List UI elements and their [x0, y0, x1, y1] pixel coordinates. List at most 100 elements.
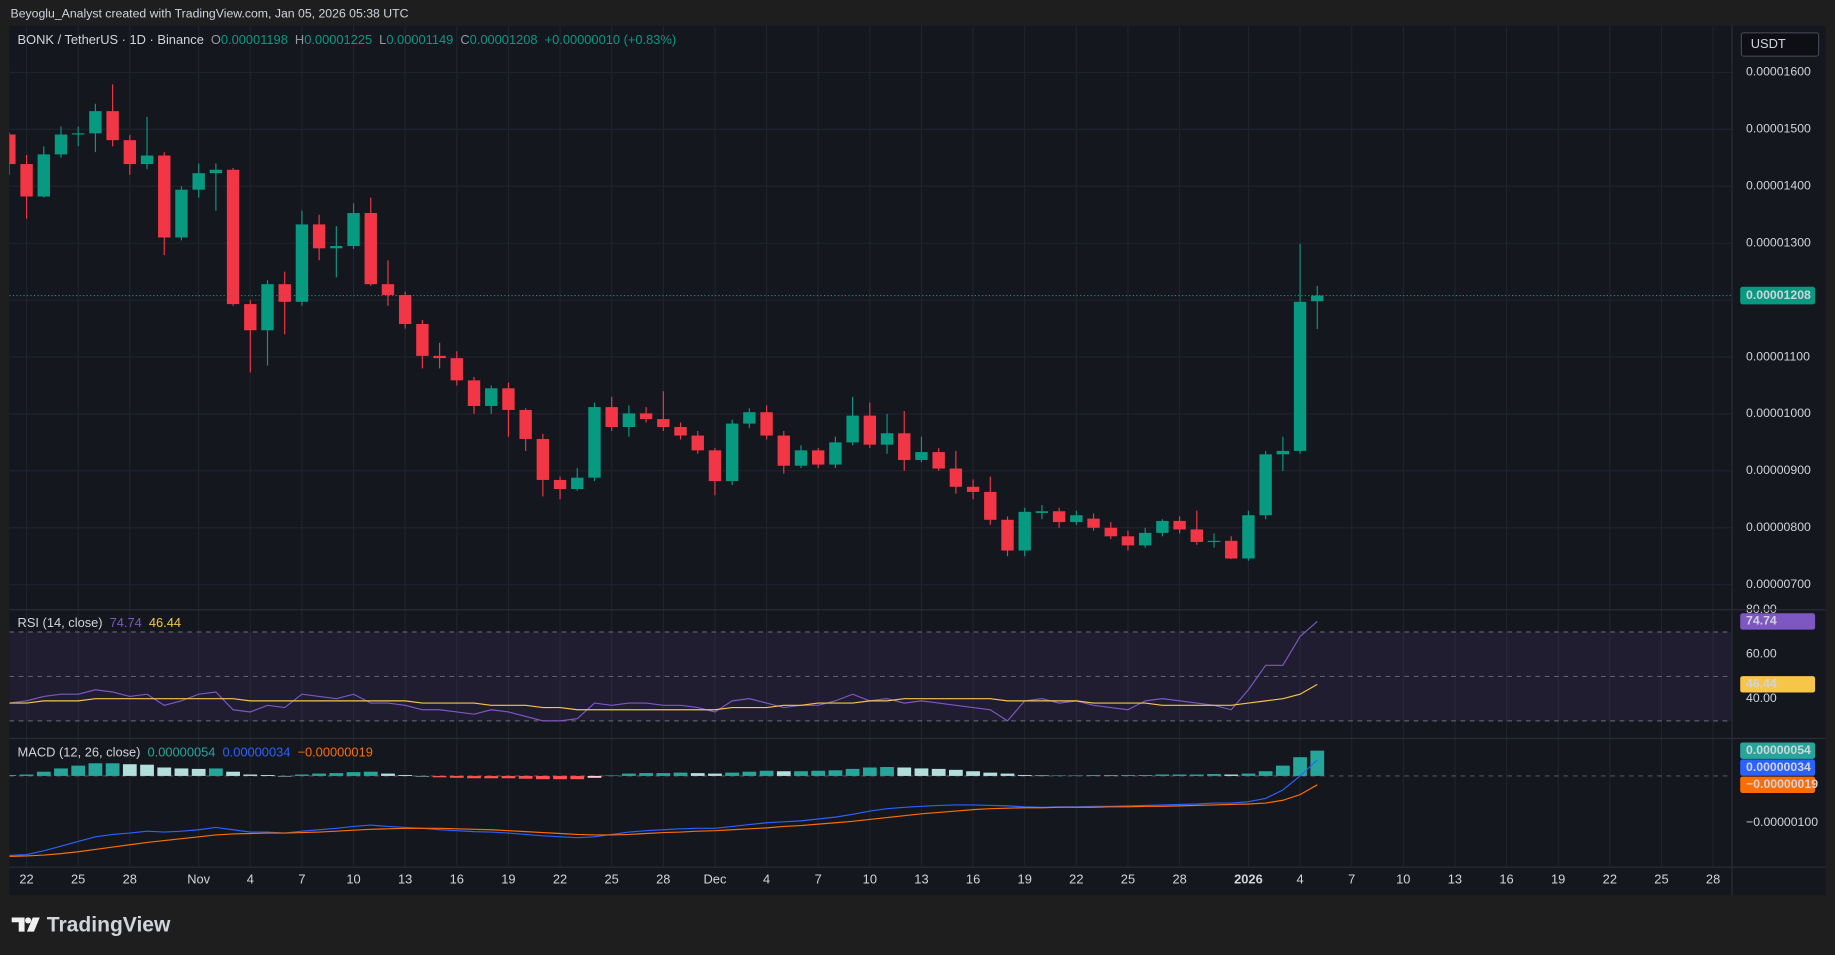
histogram-bar — [1035, 775, 1049, 777]
candle-body — [312, 224, 326, 249]
x-tick-label: 25 — [605, 871, 619, 886]
x-tick-label: 28 — [1706, 871, 1720, 886]
y-tick-label: 80.00 — [1746, 602, 1777, 616]
histogram-bar — [260, 774, 275, 776]
histogram-bar — [1275, 765, 1290, 776]
x-tick-label: 7 — [298, 871, 305, 886]
candle-body — [175, 189, 188, 238]
candle-body — [209, 169, 223, 174]
candle-body — [984, 491, 997, 520]
histogram-bar — [1258, 771, 1273, 776]
plot-clip — [9, 25, 1733, 867]
histogram-bar — [295, 774, 309, 776]
l-letter: L — [379, 32, 386, 47]
x-tick-label: 25 — [1654, 871, 1668, 886]
histogram-bar — [415, 775, 430, 777]
value-box-label: 46.44 — [1746, 677, 1777, 691]
histogram-bar — [1155, 774, 1170, 776]
y-tick-label: 40.00 — [1746, 691, 1777, 705]
histogram-bar — [622, 773, 636, 776]
histogram-bar — [1310, 750, 1325, 776]
x-tick-label: 10 — [1396, 871, 1410, 886]
candle-body — [1070, 515, 1083, 523]
candle-body — [571, 477, 584, 490]
rsi-legend: RSI (14, close) 74.74 46.44 — [18, 615, 181, 630]
candle-body — [639, 413, 653, 420]
x-tick-label: 22 — [19, 871, 33, 886]
candle-body — [622, 413, 636, 428]
candle-body — [1104, 527, 1117, 537]
symbol: BONK / TetherUS · 1D · Binance — [18, 32, 204, 47]
histogram-bar — [363, 771, 378, 776]
x-tick-label: 16 — [450, 871, 464, 886]
y-tick-label: 0.00001000 — [1746, 406, 1811, 420]
value-box — [1740, 676, 1816, 693]
histogram-bar — [535, 775, 550, 780]
histogram-bar — [553, 775, 567, 780]
candle-body — [1052, 511, 1066, 523]
currency[interactable]: USDT — [1751, 36, 1786, 51]
candle-body — [485, 388, 498, 406]
brand: TradingView — [47, 913, 171, 936]
value-box — [1740, 613, 1816, 630]
candle-body — [1259, 454, 1272, 516]
histogram-bar — [105, 763, 120, 776]
y-tick-label: 0.00001100 — [1746, 349, 1810, 363]
candle-body — [536, 438, 550, 480]
histogram-bar — [1017, 774, 1032, 776]
y-tick-label: −0.00000100 — [1746, 815, 1818, 829]
candle-body — [1311, 295, 1324, 302]
x-tick-label: 28 — [123, 871, 137, 886]
histogram-bar — [880, 767, 894, 776]
macd-line — [9, 784, 1318, 858]
histogram-bar — [725, 772, 740, 776]
macd-line — [9, 759, 1318, 857]
y-tick-label: 0.00001600 — [1746, 65, 1811, 79]
histogram-bar — [897, 767, 912, 776]
legend: BONK / TetherUS · 1D · Binance O0.0000119… — [18, 32, 677, 47]
histogram-bar — [828, 770, 843, 776]
candle-body — [743, 412, 756, 424]
histogram-bar — [1293, 757, 1307, 776]
candle-body — [398, 294, 412, 325]
candle-body — [158, 155, 171, 238]
h-letter: H — [295, 32, 304, 47]
x-tick-label: 4 — [763, 871, 770, 886]
x-tick-label: 28 — [1172, 871, 1186, 886]
histogram-bar — [794, 771, 808, 776]
value-box — [1740, 742, 1816, 759]
candle-body — [915, 452, 928, 461]
x-tick-label: 13 — [1448, 871, 1462, 886]
x-tick-label: 4 — [1296, 871, 1303, 886]
histogram-bar — [776, 771, 791, 776]
rsi-line — [9, 621, 1318, 722]
rsi-value: 74.74 — [110, 615, 142, 630]
x-tick-label: 28 — [656, 871, 670, 886]
signal-value: −0.00000019 — [297, 745, 372, 760]
candle-body — [519, 409, 532, 439]
candle-body — [949, 468, 963, 487]
rsi-line — [9, 683, 1318, 711]
x-tick-label: 22 — [1069, 871, 1083, 886]
currency-button[interactable] — [1740, 32, 1820, 57]
candle-body — [450, 358, 463, 381]
y-tick-label: 0.00001300 — [1746, 235, 1811, 249]
candle-body — [261, 284, 274, 331]
histogram-bar — [1224, 774, 1239, 776]
histogram-bar — [346, 772, 361, 776]
histogram-bar — [708, 773, 722, 776]
candle-body — [777, 435, 790, 466]
histogram-bar — [1172, 774, 1187, 776]
x-tick-label: 16 — [1499, 871, 1513, 886]
value-box-label: 74.74 — [1746, 614, 1777, 628]
candle-body — [880, 433, 894, 445]
candle-body — [89, 111, 102, 134]
histogram-bar — [140, 764, 154, 776]
candle-body — [1276, 450, 1290, 455]
histogram-bar — [966, 771, 980, 776]
histogram-bar — [1241, 773, 1256, 776]
histogram-bar — [1138, 774, 1153, 776]
x-tick-label: 7 — [1348, 871, 1355, 886]
macd-value: 0.00000034 — [222, 745, 290, 760]
value-box-label: −0.00000019 — [1746, 777, 1818, 791]
